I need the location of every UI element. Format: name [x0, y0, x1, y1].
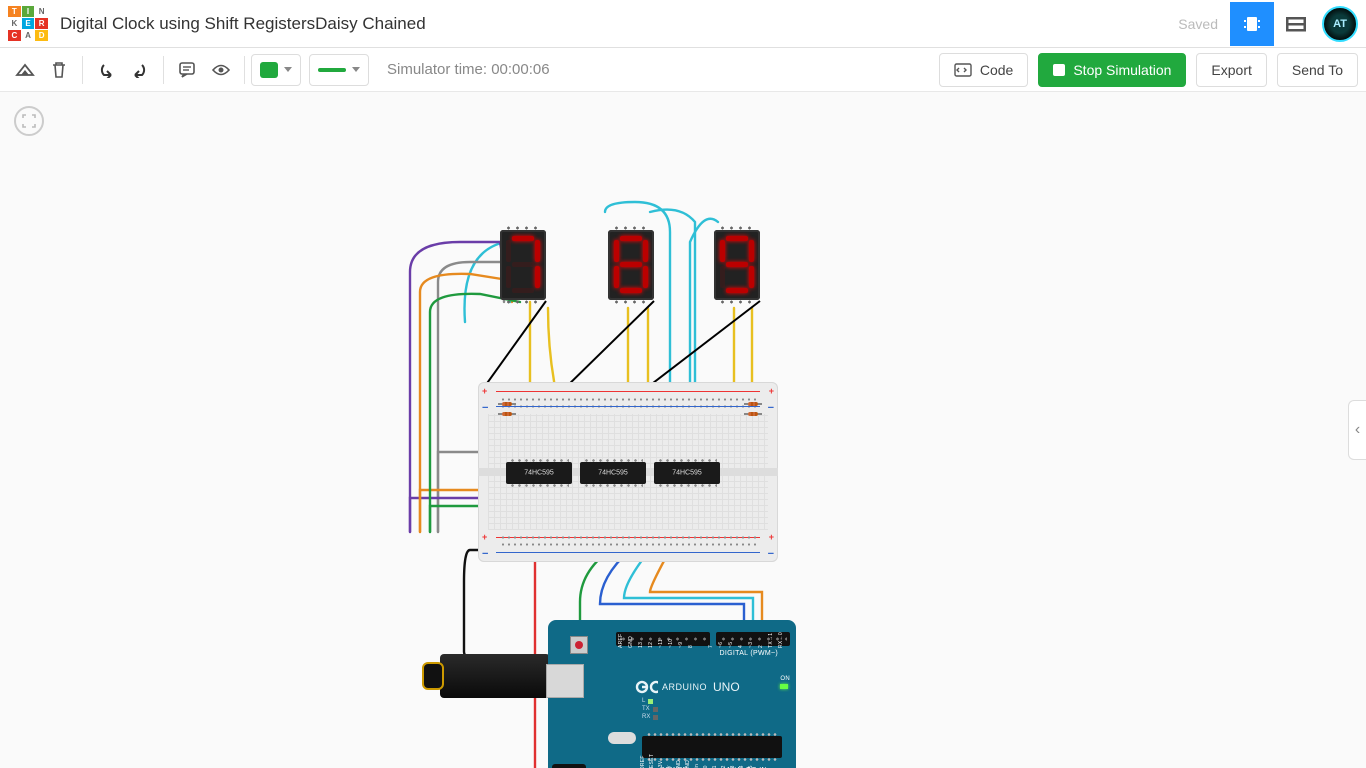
wire[interactable] — [479, 300, 547, 393]
export-label: Export — [1211, 62, 1251, 78]
zoom-to-fit-button[interactable] — [14, 106, 44, 136]
canvas[interactable]: ‹ +−+− +−+− 74HC59574HC59574HC595 DIGITA… — [0, 92, 1366, 768]
usb-plug — [440, 654, 550, 698]
delete-button[interactable] — [42, 53, 76, 87]
project-title[interactable]: Digital Clock using Shift RegistersDaisy… — [60, 14, 1178, 34]
status-leds: L TX RX — [642, 698, 658, 720]
usb-plug-tip — [422, 662, 444, 690]
on-label: ON — [780, 676, 790, 682]
export-button[interactable]: Export — [1196, 53, 1266, 87]
undo-button[interactable] — [89, 53, 123, 87]
sendto-button[interactable]: Send To — [1277, 53, 1358, 87]
redo-button[interactable] — [123, 53, 157, 87]
shift-register-chip[interactable]: 74HC595 — [506, 462, 572, 484]
seven-segment-display[interactable] — [608, 230, 654, 300]
component-color-picker[interactable] — [251, 54, 301, 86]
arduino-uno[interactable]: DIGITAL (PWM~) POWER ANALOG IN ARDUINO U… — [548, 620, 796, 768]
digital-label: DIGITAL (PWM~) — [720, 650, 778, 657]
avatar[interactable]: AT — [1322, 6, 1358, 42]
on-led — [780, 684, 788, 689]
usb-port — [546, 664, 584, 698]
wire-color-picker[interactable] — [309, 54, 369, 86]
separator — [163, 56, 164, 84]
stop-label: Stop Simulation — [1073, 62, 1171, 78]
shift-register-chip[interactable]: 74HC595 — [580, 462, 646, 484]
resistor[interactable] — [498, 408, 516, 420]
simulator-time: Simulator time: 00:00:06 — [387, 61, 929, 78]
toolbar: Simulator time: 00:00:06 Code Stop Simul… — [0, 48, 1366, 92]
components-panel-handle[interactable]: ‹ — [1348, 400, 1366, 460]
reset-button[interactable] — [570, 636, 588, 654]
shift-register-chip[interactable]: 74HC595 — [654, 462, 720, 484]
circuit-view-button[interactable] — [1230, 2, 1274, 46]
wire[interactable] — [639, 300, 760, 394]
code-label: Code — [980, 62, 1013, 78]
visibility-button[interactable] — [204, 53, 238, 87]
stop-simulation-button[interactable]: Stop Simulation — [1038, 53, 1186, 87]
crystal — [608, 732, 636, 744]
seven-segment-display[interactable] — [714, 230, 760, 300]
seven-segment-display[interactable] — [500, 230, 546, 300]
header: TINKERCAD Digital Clock using Shift Regi… — [0, 0, 1366, 48]
annotation-button[interactable] — [170, 53, 204, 87]
separator — [244, 56, 245, 84]
resistor[interactable] — [744, 408, 762, 420]
wire[interactable] — [559, 300, 654, 393]
code-button[interactable]: Code — [939, 53, 1028, 87]
tinkercad-logo[interactable]: TINKERCAD — [8, 6, 48, 42]
schematic-view-button[interactable] — [1274, 2, 1318, 46]
arduino-logo: ARDUINO UNO — [630, 680, 740, 694]
power-jack — [552, 764, 586, 768]
separator — [82, 56, 83, 84]
saved-status: Saved — [1178, 16, 1218, 32]
stop-icon — [1053, 64, 1065, 76]
rotate-button[interactable] — [8, 53, 42, 87]
sendto-label: Send To — [1292, 62, 1343, 78]
